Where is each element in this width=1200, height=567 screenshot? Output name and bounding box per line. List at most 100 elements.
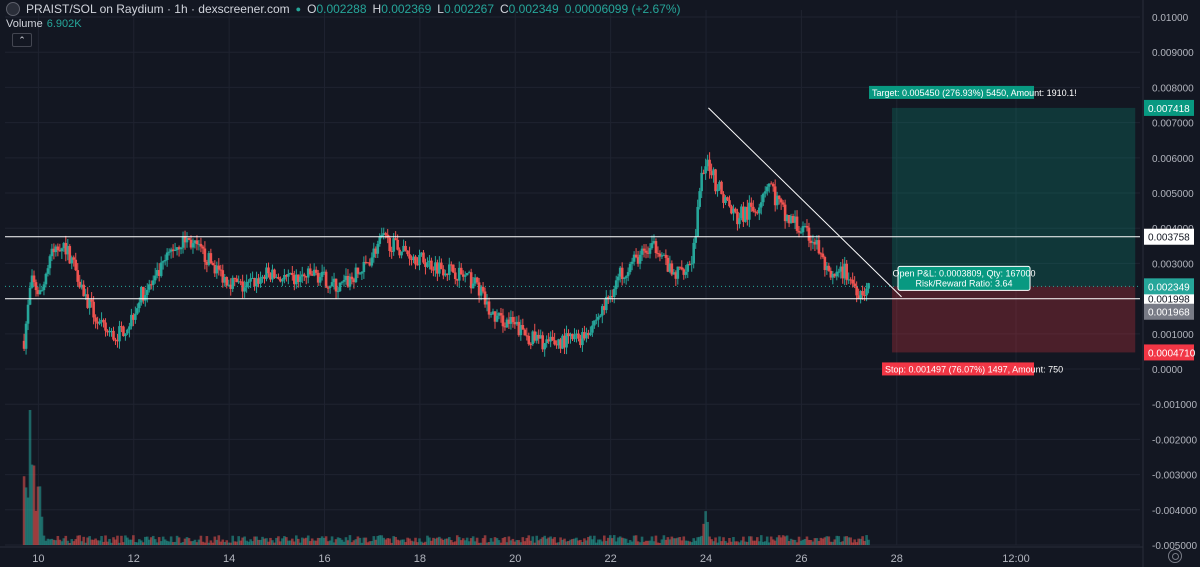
x-tick-label: 14 bbox=[223, 553, 235, 565]
volume-bar bbox=[76, 535, 80, 545]
volume-bar bbox=[783, 536, 787, 545]
candle-body bbox=[138, 302, 141, 309]
volume-bar bbox=[676, 537, 680, 545]
candle-body bbox=[859, 291, 862, 299]
x-tick-label: 18 bbox=[414, 553, 426, 565]
candle-body bbox=[388, 237, 391, 252]
volume-bar bbox=[102, 541, 105, 545]
change-value: 0.00006099 (+2.67%) bbox=[564, 2, 681, 16]
pair-title[interactable]: PRAIST/SOL on Raydium · 1h · dexscreener… bbox=[26, 2, 290, 16]
candle-body bbox=[521, 325, 525, 330]
volume-bar bbox=[720, 541, 723, 545]
candle-body bbox=[734, 208, 737, 212]
candle-body bbox=[684, 271, 688, 275]
volume-bar bbox=[541, 537, 544, 545]
candle-body bbox=[296, 274, 300, 282]
volume-bar bbox=[418, 538, 421, 545]
volume-bar bbox=[430, 540, 433, 545]
candle-body bbox=[78, 281, 82, 288]
candle-body bbox=[610, 296, 614, 298]
candle-body bbox=[195, 240, 199, 245]
candle-body bbox=[656, 253, 660, 255]
volume-legend[interactable]: Volume 6.902K bbox=[6, 18, 82, 30]
candle-body bbox=[457, 267, 461, 281]
volume-bar bbox=[738, 542, 741, 545]
volume-bar bbox=[821, 538, 825, 545]
candle-body bbox=[608, 296, 612, 299]
candle-body bbox=[225, 277, 229, 286]
volume-bar bbox=[583, 538, 586, 545]
volume-bar bbox=[626, 542, 630, 545]
volume-bar bbox=[364, 537, 368, 545]
volume-bar bbox=[295, 535, 298, 545]
volume-bar bbox=[505, 542, 509, 545]
candle-body bbox=[291, 272, 294, 276]
level-axis-tag bbox=[1144, 228, 1194, 245]
candle-body bbox=[720, 181, 723, 195]
candle-body bbox=[823, 257, 827, 271]
candle-body bbox=[845, 263, 849, 280]
candle-body bbox=[304, 276, 308, 278]
candle-body bbox=[72, 257, 76, 260]
volume-bar bbox=[404, 542, 407, 545]
volume-bar bbox=[712, 541, 715, 545]
volume-bar bbox=[388, 538, 391, 545]
candle-body bbox=[567, 333, 570, 337]
candle-body bbox=[541, 335, 544, 350]
high-label: H bbox=[372, 2, 382, 16]
candle-body bbox=[738, 218, 741, 225]
settings-icon[interactable] bbox=[1168, 549, 1182, 563]
candle-body bbox=[487, 301, 491, 315]
volume-bar bbox=[376, 535, 380, 545]
chart-header: PRAIST/SOL on Raydium · 1h · dexscreener… bbox=[6, 2, 681, 16]
volume-bar bbox=[62, 538, 66, 545]
candle-body bbox=[241, 281, 244, 292]
volume-bar bbox=[489, 538, 493, 545]
candle-body bbox=[438, 262, 441, 274]
candle-body bbox=[340, 281, 344, 283]
volume-bar bbox=[710, 539, 713, 545]
candle-body bbox=[730, 206, 733, 214]
candle-body bbox=[759, 202, 763, 208]
volume-bar bbox=[682, 536, 686, 545]
candle-body bbox=[851, 279, 854, 284]
volume-bar bbox=[221, 539, 225, 545]
candle-body bbox=[205, 261, 209, 265]
candle-body bbox=[628, 263, 632, 273]
stop-axis-label: 0.0004710 bbox=[1148, 348, 1196, 359]
volume-bar bbox=[249, 539, 252, 545]
candle-body bbox=[672, 272, 676, 275]
candle-body bbox=[602, 306, 606, 311]
volume-bar bbox=[755, 537, 759, 545]
volume-bar bbox=[336, 537, 340, 545]
low-label: L bbox=[437, 2, 444, 16]
candle-body bbox=[740, 206, 743, 219]
candle-body bbox=[732, 208, 735, 214]
volume-bar bbox=[326, 541, 330, 545]
volume-bar bbox=[283, 536, 286, 545]
volume-bar bbox=[636, 541, 640, 545]
volume-bar bbox=[410, 540, 413, 545]
open-label: O bbox=[307, 2, 317, 16]
collapse-legend-button[interactable]: ⌃ bbox=[12, 33, 32, 47]
volume-bar bbox=[690, 542, 694, 545]
volume-bar bbox=[604, 540, 608, 545]
volume-bar bbox=[426, 535, 429, 545]
volume-bar bbox=[378, 535, 382, 545]
candle-body bbox=[811, 241, 815, 244]
candle-body bbox=[843, 263, 847, 279]
candle-body bbox=[398, 249, 401, 256]
volume-bar bbox=[149, 537, 153, 545]
volume-bar bbox=[171, 542, 175, 545]
candle-body bbox=[680, 267, 684, 270]
volume-value: 6.902K bbox=[46, 18, 82, 30]
volume-bar bbox=[748, 536, 751, 545]
volume-bar bbox=[446, 538, 449, 545]
candle-body bbox=[434, 262, 437, 271]
candle-body bbox=[829, 270, 833, 278]
volume-bar bbox=[579, 539, 582, 545]
candle-body bbox=[736, 211, 739, 225]
candle-body bbox=[396, 239, 399, 250]
target-info-text: Target: 0.005450 (276.93%) 5450, Amount:… bbox=[872, 88, 1077, 98]
